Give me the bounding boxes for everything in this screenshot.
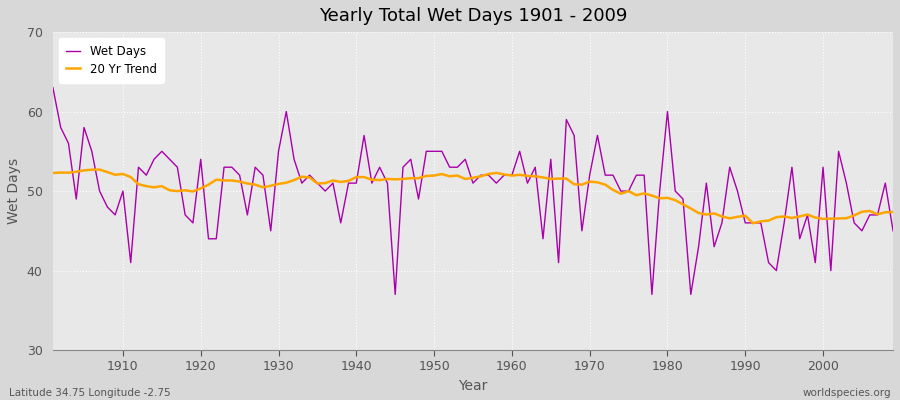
Text: Latitude 34.75 Longitude -2.75: Latitude 34.75 Longitude -2.75 bbox=[9, 388, 171, 398]
Wet Days bbox=[514, 149, 525, 154]
20 Yr Trend bbox=[94, 167, 105, 172]
X-axis label: Year: Year bbox=[458, 379, 488, 393]
20 Yr Trend bbox=[48, 170, 58, 175]
20 Yr Trend bbox=[118, 172, 129, 176]
Wet Days bbox=[328, 181, 338, 186]
Line: 20 Yr Trend: 20 Yr Trend bbox=[53, 170, 893, 223]
Wet Days bbox=[110, 212, 121, 217]
Wet Days bbox=[281, 109, 292, 114]
20 Yr Trend bbox=[514, 172, 525, 177]
Y-axis label: Wet Days: Wet Days bbox=[7, 158, 21, 224]
20 Yr Trend bbox=[289, 178, 300, 182]
Legend: Wet Days, 20 Yr Trend: Wet Days, 20 Yr Trend bbox=[58, 38, 164, 83]
20 Yr Trend bbox=[507, 173, 517, 178]
Wet Days bbox=[48, 85, 58, 90]
20 Yr Trend bbox=[887, 210, 898, 214]
Wet Days bbox=[507, 173, 517, 178]
Title: Yearly Total Wet Days 1901 - 2009: Yearly Total Wet Days 1901 - 2009 bbox=[319, 7, 627, 25]
20 Yr Trend bbox=[336, 180, 346, 184]
Wet Days bbox=[390, 292, 400, 297]
20 Yr Trend bbox=[608, 188, 618, 192]
Text: worldspecies.org: worldspecies.org bbox=[803, 388, 891, 398]
20 Yr Trend bbox=[748, 221, 759, 226]
Wet Days bbox=[608, 173, 618, 178]
Wet Days bbox=[887, 228, 898, 233]
Line: Wet Days: Wet Days bbox=[53, 88, 893, 294]
